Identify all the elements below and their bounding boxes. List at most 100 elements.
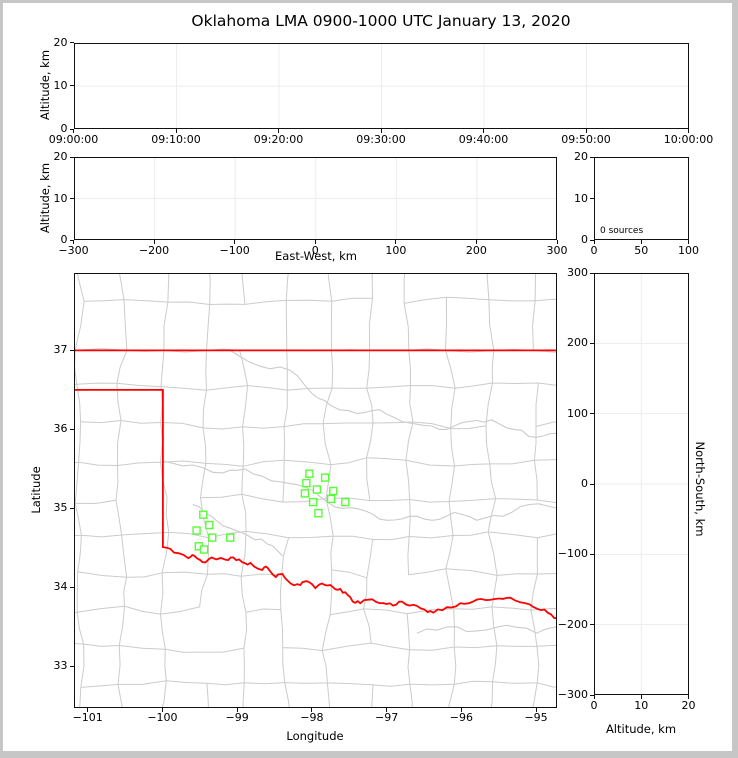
tick-mark <box>175 129 177 133</box>
sources-count-note: 0 sources <box>600 226 644 236</box>
tick-mark <box>69 239 74 241</box>
tick-mark <box>475 240 477 244</box>
x-tick-label: 09:10:00 <box>151 132 201 146</box>
tick-mark <box>69 665 74 667</box>
tick-mark <box>395 240 397 244</box>
y-tick-label: −300 <box>557 687 588 701</box>
station-marker <box>312 485 321 494</box>
panel-east-west-altitude-panel <box>73 157 557 240</box>
figure-frame <box>0 0 3 758</box>
y-tick-label: 34 <box>53 580 68 594</box>
tick-mark <box>69 428 74 430</box>
tick-mark <box>590 553 594 555</box>
x-tick-label: 100 <box>385 243 407 257</box>
tick-mark <box>73 240 74 244</box>
y-tick-label: 0 <box>60 121 68 135</box>
river-line <box>416 624 557 634</box>
map-xlabel: Longitude <box>286 729 344 743</box>
tick-mark <box>590 483 594 485</box>
station-marker <box>198 510 208 519</box>
tick-mark <box>590 694 594 696</box>
tick-mark <box>236 707 238 712</box>
tick-mark <box>73 129 74 133</box>
tick-mark <box>688 240 689 244</box>
tick-mark <box>640 240 642 244</box>
y-tick-label: 35 <box>53 501 68 515</box>
tick-mark <box>311 707 313 712</box>
station-marker <box>304 469 314 478</box>
y-tick-label: 300 <box>567 265 588 279</box>
tick-mark <box>590 413 594 415</box>
x-tick-label: 09:50:00 <box>561 132 611 146</box>
tick-mark <box>386 707 388 712</box>
figure-title: Oklahoma LMA 0900-1000 UTC January 13, 2… <box>191 12 571 30</box>
tick-mark <box>380 129 382 133</box>
tick-mark <box>593 695 595 699</box>
tick-mark <box>590 156 594 158</box>
station-marker <box>308 497 317 507</box>
station-marker <box>225 533 234 542</box>
y-tick-label: 20 <box>53 35 68 49</box>
x-tick-label: −100 <box>147 711 178 724</box>
river-line <box>162 460 557 521</box>
tick-mark <box>69 349 74 351</box>
figure-frame <box>732 0 738 758</box>
y-tick-label: 200 <box>567 336 588 350</box>
station-marker <box>207 533 216 542</box>
x-tick-label: 09:20:00 <box>253 132 304 146</box>
river-line <box>192 503 283 557</box>
x-tick-label: −200 <box>138 243 170 257</box>
panel-plan-view-map <box>73 273 557 708</box>
x-tick-label: −101 <box>72 711 103 724</box>
county-lines <box>73 273 557 708</box>
tick-mark <box>87 707 89 712</box>
state-border-texas-red-river <box>73 389 557 620</box>
x-tick-label: −97 <box>375 711 399 724</box>
x-tick-label: 09:30:00 <box>356 132 406 146</box>
tick-mark <box>278 129 279 133</box>
tick-mark <box>69 586 74 588</box>
north-south-altitude-panel-canvas <box>594 273 689 695</box>
x-tick-label: −300 <box>58 243 89 257</box>
station-marker <box>340 497 349 507</box>
ns-panel-xlabel: Altitude, km <box>605 722 677 736</box>
tick-mark <box>483 129 484 133</box>
panel-altitude-histogram-panel <box>594 157 689 240</box>
x-tick-label: 200 <box>465 243 487 257</box>
y-tick-label: 0 <box>581 476 588 490</box>
station-marker <box>313 508 323 518</box>
x-tick-label: −100 <box>219 243 250 257</box>
tick-mark <box>590 342 594 344</box>
tick-mark <box>590 198 594 199</box>
station-marker <box>300 489 309 498</box>
ew-panel-xlabel: East-West, km <box>275 249 357 263</box>
x-tick-label: 50 <box>634 243 649 257</box>
y-tick-label: 36 <box>53 422 68 436</box>
tick-mark <box>585 129 587 133</box>
tick-mark <box>69 128 74 130</box>
figure-frame <box>0 0 738 3</box>
y-tick-label: 100 <box>567 406 588 420</box>
station-marker <box>199 545 208 554</box>
x-tick-label: 0 <box>590 698 598 712</box>
tick-mark <box>69 42 74 43</box>
river-line <box>229 349 557 438</box>
x-tick-label: 10:00:00 <box>663 132 714 146</box>
tick-mark <box>688 695 689 699</box>
station-marker <box>191 526 201 535</box>
y-tick-label: 20 <box>574 149 588 163</box>
station-marker <box>320 473 329 482</box>
y-tick-label: 10 <box>574 191 588 205</box>
y-tick-label: 33 <box>53 659 68 673</box>
x-tick-label: 09:40:00 <box>458 132 509 146</box>
ns-panel-ylabel: North-South, km <box>693 441 707 537</box>
tick-mark <box>314 240 316 244</box>
x-tick-label: 09:00:00 <box>48 132 99 146</box>
y-tick-label: 20 <box>53 149 68 163</box>
station-marker <box>204 520 214 530</box>
y-tick-label: 37 <box>53 343 68 357</box>
tick-mark <box>69 507 74 509</box>
time-altitude-panel-canvas <box>73 42 689 129</box>
x-tick-label: 0 <box>590 243 598 257</box>
